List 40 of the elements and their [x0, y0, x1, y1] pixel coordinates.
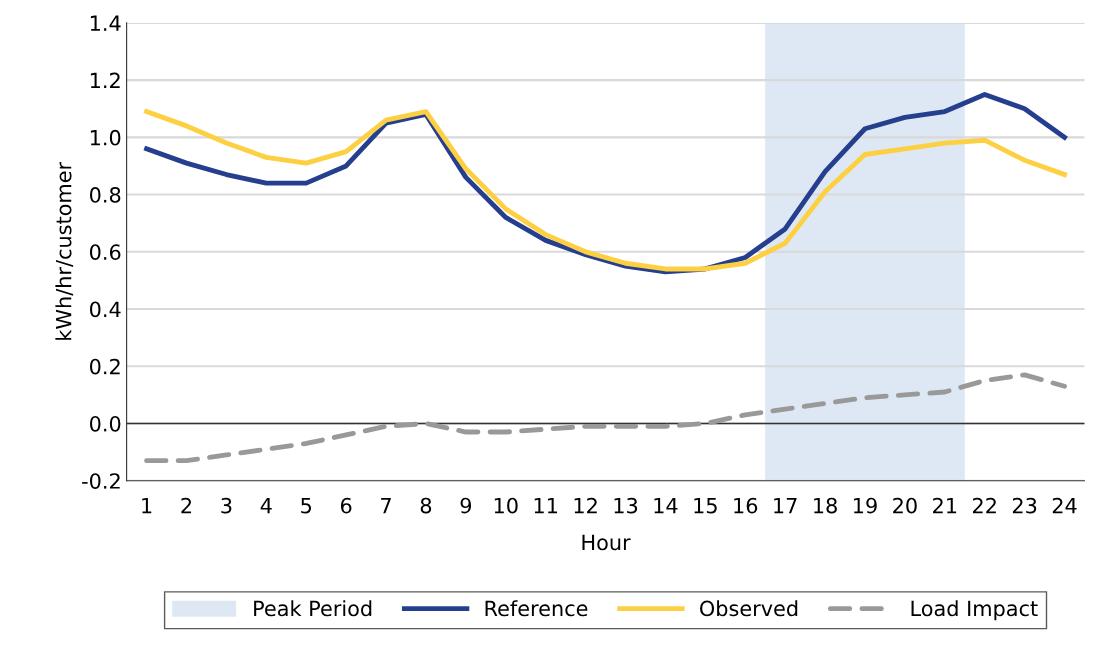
x-tick-label: 8 [420, 497, 432, 514]
x-tick-label: 7 [381, 498, 391, 514]
x-axis-title: Hour [582, 534, 631, 551]
x-tick-label: 18 [814, 497, 837, 514]
x-tick-label: 6 [340, 497, 352, 514]
x-tick-label: 9 [460, 497, 472, 514]
y-tick-label: 1.0 [90, 129, 121, 146]
legend-label: Peak Period [254, 600, 372, 617]
x-tick-label: 12 [574, 497, 597, 514]
x-tick-label: 4 [260, 498, 272, 514]
x-tick-label: 19 [854, 497, 877, 514]
line-series [144, 372, 1067, 464]
x-tick-label: 17 [774, 498, 797, 514]
x-tick-label: 13 [614, 497, 638, 514]
y-tick-label: 1.4 [90, 15, 121, 31]
y-tick-label: 0.4 [90, 301, 121, 318]
y-tick-label: 0.6 [90, 244, 121, 260]
y-tick-label: 1.2 [90, 72, 120, 89]
x-tick-label: 5 [301, 498, 312, 514]
y-tick-label: 0.2 [90, 358, 120, 375]
x-tick-label: 20 [893, 497, 917, 514]
legend-label: Observed [700, 600, 798, 617]
x-tick-label: 24 [1052, 497, 1077, 514]
x-tick-label: 21 [933, 497, 957, 514]
x-tick-label: 3 [221, 497, 232, 514]
x-tick-label: 15 [694, 498, 717, 514]
y-axis-title: kWh/hr/customer [55, 161, 74, 340]
x-tick-label: 11 [534, 498, 558, 514]
y-tick-label: -0.2 [82, 473, 120, 489]
x-tick-label: 10 [494, 497, 518, 514]
y-tick-label: 0.8 [90, 187, 121, 203]
x-tick-label: 22 [972, 497, 996, 514]
legend-label: Load Impact [911, 600, 1038, 621]
x-tick-label: 16 [734, 497, 758, 514]
y-tick-label: 0.0 [90, 415, 121, 432]
legend-label: Reference [485, 600, 588, 617]
x-tick-label: 23 [1012, 497, 1037, 514]
x-tick-label: 1 [142, 498, 152, 514]
x-tick-label: 14 [654, 498, 678, 514]
x-tick-label: 2 [181, 497, 192, 514]
